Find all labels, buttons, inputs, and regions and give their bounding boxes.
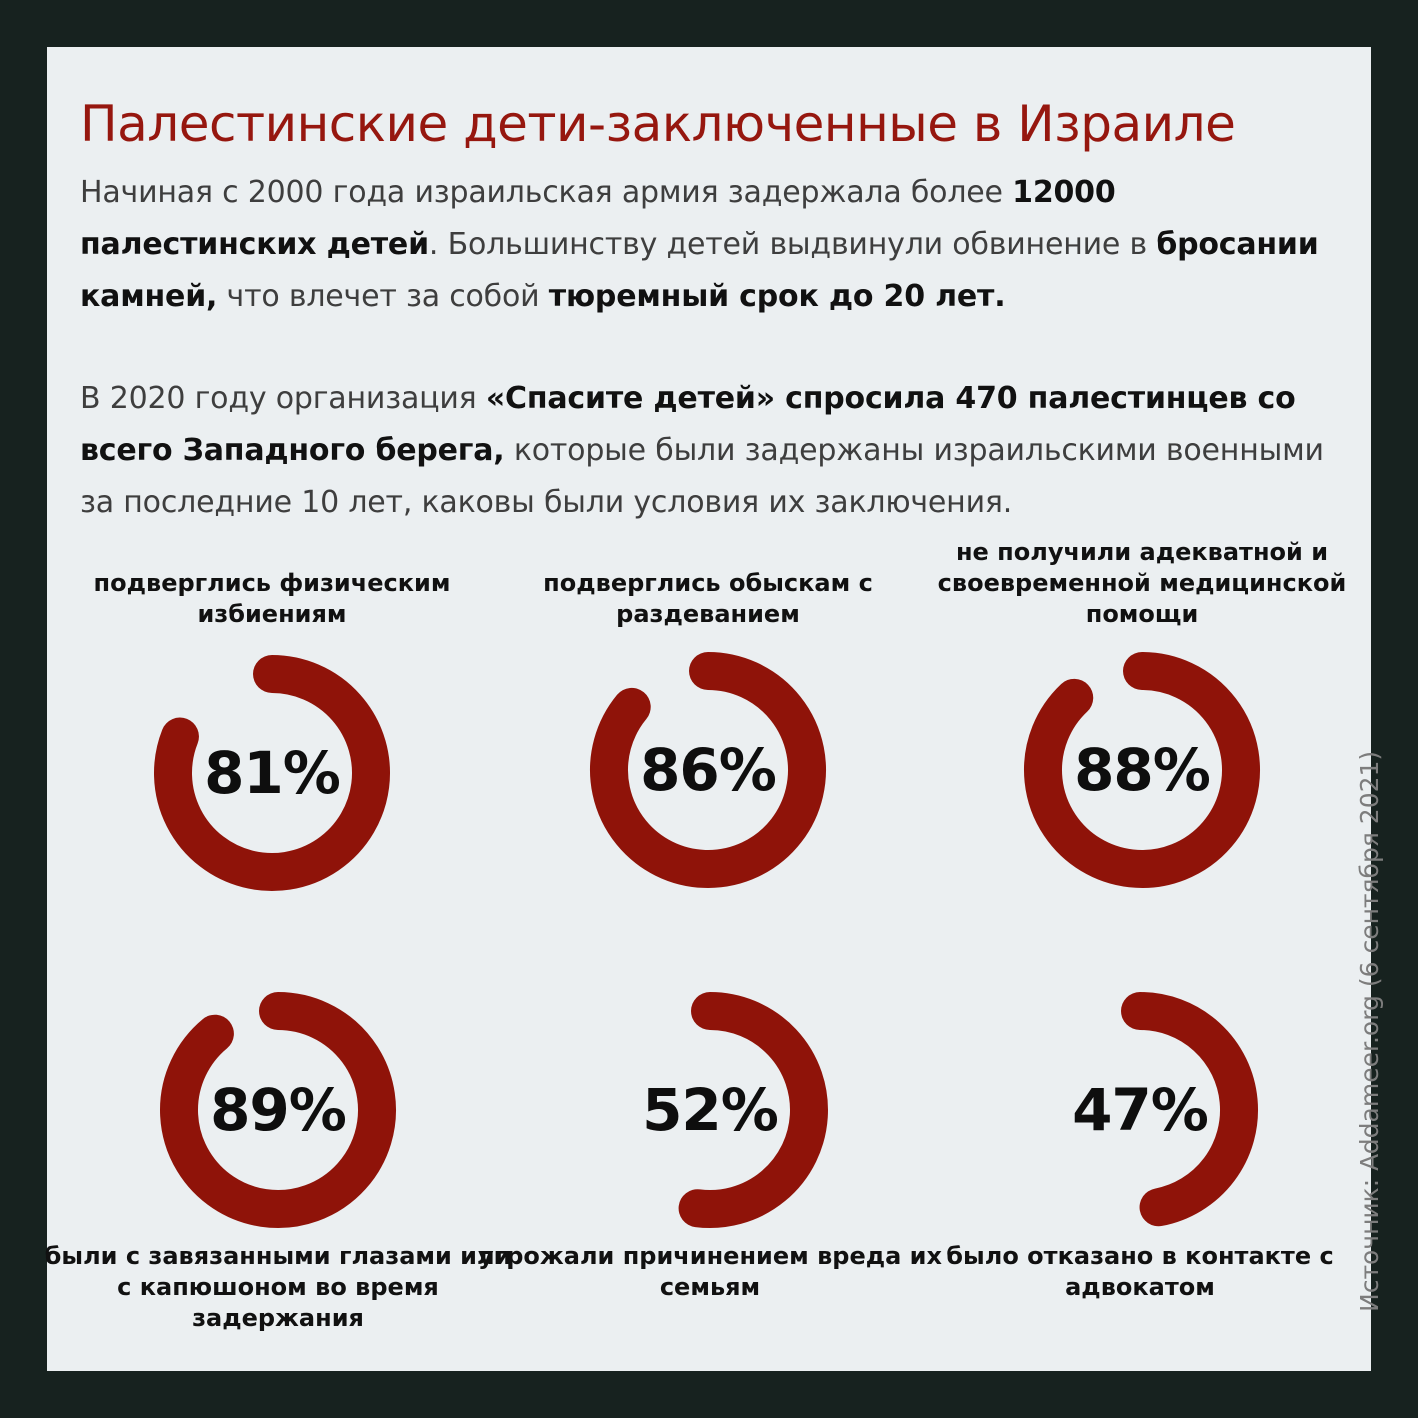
intro-text-run: бросании камней,	[80, 227, 1319, 314]
donut-chart	[590, 652, 826, 888]
stat-percentage: 88%	[1074, 736, 1211, 804]
intro-text-run: Начиная с 2000 года израильская армия за…	[80, 175, 1013, 210]
survey-text-run: «Спасите детей» спросила 470 палестинцев…	[80, 381, 1296, 468]
donut-arc	[1121, 992, 1259, 1227]
survey-paragraph: В 2020 году организация «Спасите детей» …	[80, 373, 1330, 529]
donut-arc	[1024, 652, 1260, 888]
donut-chart	[678, 992, 828, 1228]
donut-chart	[154, 655, 390, 891]
stat-percentage: 52%	[642, 1076, 779, 1144]
intro-text-run: . Большинству детей выдвинули обвинение …	[428, 227, 1157, 262]
donut-arc	[160, 992, 396, 1228]
intro-text-run: что влечет за собой	[217, 279, 549, 314]
stat-label: подверглись физическим избиениям	[93, 569, 451, 628]
stat-percentage: 81%	[204, 739, 341, 807]
page-title: Палестинские дети-заключенные в Израиле	[80, 95, 1236, 153]
stat-label: подверглись обыскам с раздеванием	[543, 569, 873, 628]
infographic-panel	[47, 47, 1371, 1371]
donut-arc	[154, 655, 390, 891]
stat-percentage: 47%	[1072, 1076, 1209, 1144]
survey-text-run: В 2020 году организация	[80, 381, 486, 416]
donut-arc	[678, 992, 828, 1228]
source-caption: Источник: Addameer.org (6 сентября 2021)	[1355, 750, 1384, 1312]
stat-label: были с завязанными глазами или с капюшон…	[44, 1242, 512, 1332]
survey-text-run: которые были задержаны израильскими воен…	[80, 433, 1324, 520]
donut-chart	[160, 992, 396, 1228]
donut-chart	[1121, 992, 1259, 1227]
stat-label: было отказано в контакте с адвокатом	[946, 1242, 1334, 1301]
donut-chart	[1024, 652, 1260, 888]
stat-label: угрожали причинением вреда их семьям	[478, 1242, 942, 1301]
intro-text-run: тюремный срок до 20 лет.	[548, 279, 1006, 314]
stat-percentage: 89%	[210, 1076, 347, 1144]
intro-paragraph: Начиная с 2000 года израильская армия за…	[80, 167, 1330, 323]
stat-percentage: 86%	[640, 736, 777, 804]
stat-label: не получили адекватной и своевременной м…	[937, 538, 1347, 628]
donut-arc	[590, 652, 826, 888]
intro-text-run: 12000 палестинских детей	[80, 175, 1116, 262]
